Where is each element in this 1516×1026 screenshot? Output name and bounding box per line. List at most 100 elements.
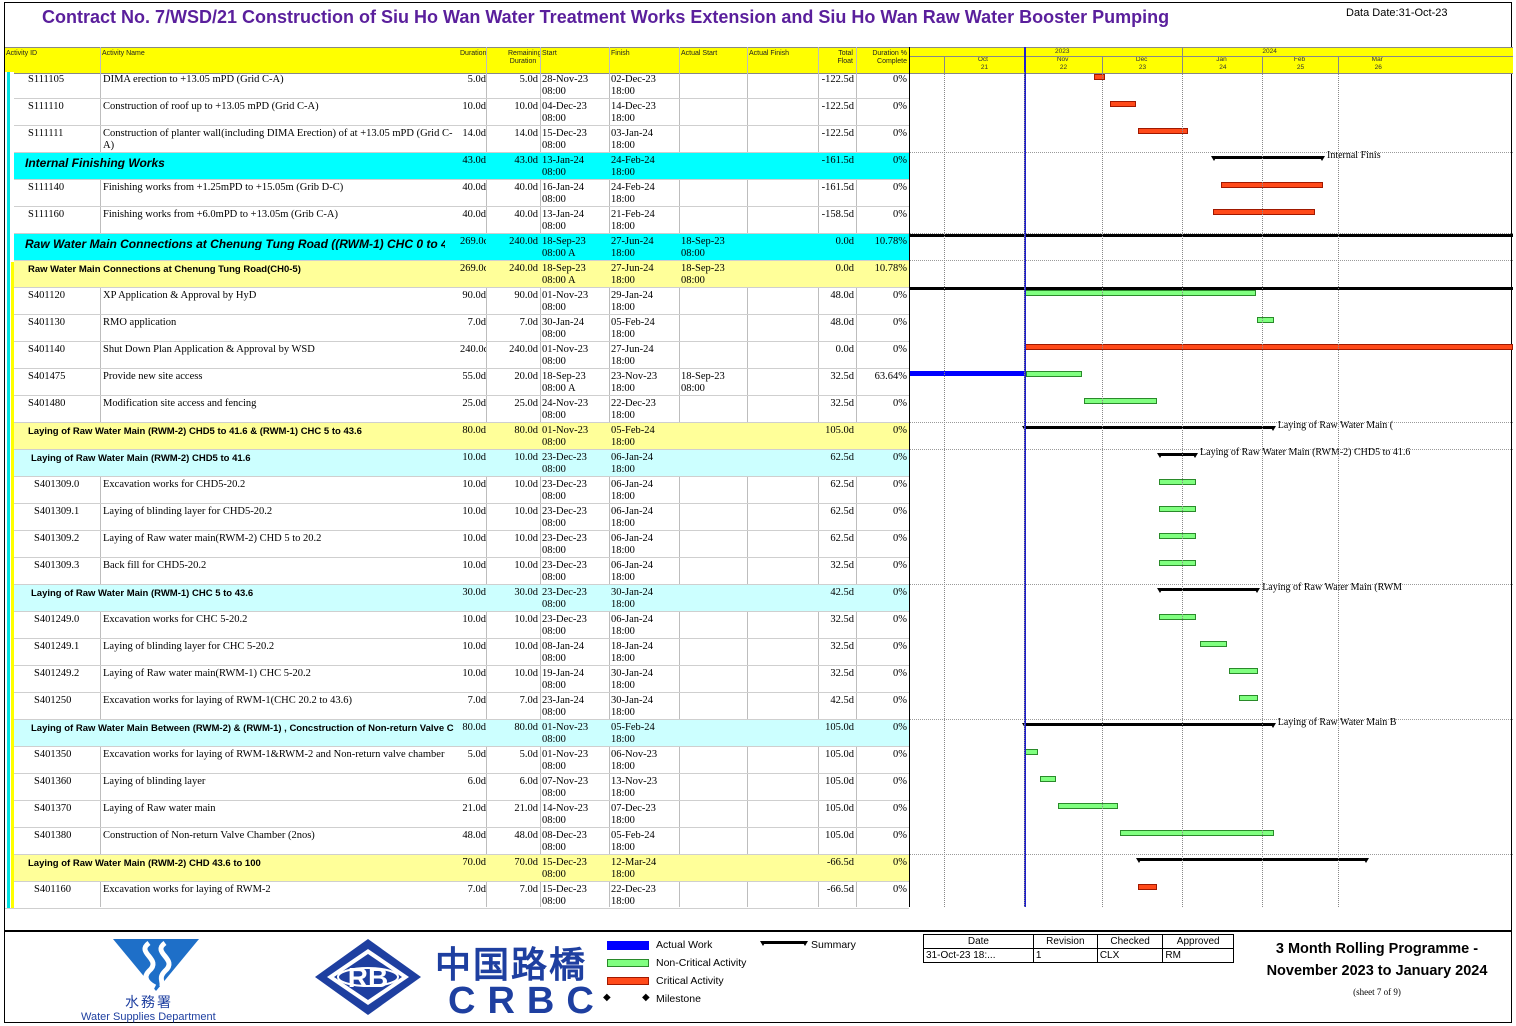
table-row[interactable]: S401380 Construction of Non-return Valve … [5,828,909,855]
cell-actual-start-time: 08:00 [681,248,705,259]
table-row[interactable]: S401370 Laying of Raw water main 21.0d 21.0… [5,801,909,828]
gantt-critical-bar[interactable] [1024,344,1513,350]
cell-activity-name: Finishing works from +6.0mPD to +13.05m … [103,209,338,220]
gantt-noncritical-bar[interactable] [1228,668,1259,674]
gantt-critical-bar[interactable] [1213,209,1316,215]
table-row[interactable]: S401360 Laying of blinding layer 6.0d 6.0d 0… [5,774,909,801]
col-total-float[interactable]: Total Float [837,50,853,65]
col-finish[interactable]: Finish [611,50,630,57]
gantt-noncritical-bar[interactable] [1158,533,1197,539]
cell-actual-start: 18-Sep-23 [681,263,725,274]
gantt-noncritical-bar[interactable] [1158,506,1197,512]
col-pct-complete[interactable]: Duration % Complete [872,50,907,65]
gantt-summary-bar[interactable] [1156,453,1199,458]
table-row[interactable]: S401140 Shut Down Plan Application & Appr… [5,342,909,369]
gantt-noncritical-bar[interactable] [1239,695,1259,701]
col-remaining[interactable]: Remaining Duration [508,50,542,65]
table-row[interactable]: S111160 Finishing works from +6.0mPD to +… [5,207,909,234]
cell-activity-name: Excavation works for CHC 5-20.2 [103,614,248,625]
table-row[interactable]: S111105 DIMA erection to +13.05 mPD (Grid… [5,72,909,99]
gantt-summary-bar[interactable] [1211,156,1325,161]
table-row[interactable]: Internal Finishing Works 43.0d 43.0d 13-Jan… [5,153,909,180]
cell-finish: 06-Jan-24 [611,560,653,571]
gantt-summary-bar[interactable] [1156,588,1261,593]
gantt-actual-bar[interactable] [910,371,1024,376]
cell-remaining: 80.0d [514,722,538,733]
cell-activity-id: S401140 [28,344,65,355]
gantt-noncritical-bar[interactable] [1158,560,1197,566]
table-row[interactable]: Laying of Raw Water Main (RWM-2) CHD5 to… [5,450,909,477]
table-row[interactable]: S401249.1 Laying of blinding layer for CH… [5,639,909,666]
cell-total-float: -161.5d [821,182,854,193]
col-start[interactable]: Start [542,50,557,57]
timescale-year: 2024 [1262,48,1277,55]
col-activity-id[interactable]: Activity ID [6,50,38,57]
table-row[interactable]: S401249.0 Excavation works for CHC 5-20.2… [5,612,909,639]
gantt-critical-bar[interactable] [1220,182,1323,188]
cell-duration: 48.0d [462,830,486,841]
table-row[interactable]: Raw Water Main Connections at Chenung Tu… [5,261,909,288]
cell-finish: 14-Dec-23 [611,101,656,112]
gantt-noncritical-bar[interactable] [1024,749,1038,755]
gantt-noncritical-bar[interactable] [1257,317,1274,323]
table-row[interactable]: S401309.1 Laying of blinding layer for CH… [5,504,909,531]
gantt-summary-bar[interactable] [1135,858,1370,863]
cell-finish: 02-Dec-23 [611,74,656,85]
table-row[interactable]: S401250 Excavation works for laying of RW… [5,693,909,720]
table-row[interactable]: S111111 Construction of planter wall(incl… [5,126,909,153]
gantt-noncritical-bar[interactable] [1083,398,1158,404]
cell-pct-complete: 0% [893,344,907,355]
col-duration[interactable]: Duration [460,50,487,57]
cell-pct-complete: 0% [893,182,907,193]
gantt-noncritical-bar[interactable] [1158,479,1197,485]
gantt-noncritical-bar[interactable] [1158,614,1197,620]
cell-activity-id: S111105 [28,74,65,85]
gantt-noncritical-bar[interactable] [1119,830,1274,836]
table-row[interactable]: Raw Water Main Connections at Chenung Tu… [5,234,909,261]
gantt-summary-bar[interactable] [1022,426,1276,431]
col-activity-name[interactable]: Activity Name [102,50,145,57]
gantt-noncritical-bar[interactable] [1057,803,1119,809]
table-row[interactable]: S401480 Modification site access and fenc… [5,396,909,423]
cell-duration: 7.0d [467,695,486,706]
cell-finish: 30-Jan-24 [611,695,653,706]
table-row[interactable]: Laying of Raw Water Main Between (RWM-2)… [5,720,909,747]
cell-start-time: 08:00 [542,842,566,853]
gantt-noncritical-bar[interactable] [1200,641,1228,647]
table-row[interactable]: S401475 Provide new site access 55.0d 20.0d… [5,369,909,396]
table-row[interactable]: S401309.0 Excavation works for CHD5-20.2 1… [5,477,909,504]
cell-finish-time: 18:00 [611,734,635,745]
gantt-noncritical-bar[interactable] [1039,776,1057,782]
gantt-noncritical-bar[interactable] [1024,290,1256,296]
col-actual-finish[interactable]: Actual Finish [749,50,790,57]
gantt-critical-bar[interactable] [1138,884,1158,890]
cell-total-float: 32.5d [830,668,854,679]
table-row[interactable]: S401120 XP Application & Approval by HyD 9… [5,288,909,315]
table-row[interactable]: S401309.3 Back fill for CHD5-20.2 10.0d 10.… [5,558,909,585]
cell-finish: 06-Jan-24 [611,533,653,544]
cell-start-time: 08:00 [542,113,566,124]
table-row[interactable]: Laying of Raw Water Main (RWM-1) CHC 5 t… [5,585,909,612]
table-row[interactable]: Laying of Raw Water Main (RWM-2) CHD 43.… [5,855,909,882]
gantt-critical-bar[interactable] [1093,74,1106,80]
table-row[interactable]: S401249.2 Laying of Raw water main(RWM-1)… [5,666,909,693]
cell-finish-time: 18:00 [611,680,635,691]
gantt-summary-bar[interactable] [1022,723,1276,728]
cell-start: 28-Nov-23 [542,74,589,85]
table-row[interactable]: Laying of Raw Water Main (RWM-2) CHD5 to… [5,423,909,450]
col-actual-start[interactable]: Actual Start [681,50,718,57]
table-row[interactable]: S401350 Excavation works for laying of RW… [5,747,909,774]
cell-start: 30-Jan-24 [542,317,584,328]
gantt-critical-bar[interactable] [1109,101,1137,107]
table-row[interactable]: S111110 Construction of roof up to +13.05… [5,99,909,126]
cell-finish-time: 18:00 [611,626,635,637]
gantt-remaining-bar[interactable] [1026,371,1083,377]
table-row[interactable]: S401160 Excavation works for laying of RW… [5,882,909,909]
table-row[interactable]: S401309.2 Laying of Raw water main(RWM-2)… [5,531,909,558]
table-row[interactable]: S401130 RMO application 7.0d 7.0d 30-Jan-24 0… [5,315,909,342]
gantt-critical-bar[interactable] [1138,128,1189,134]
cell-start-time: 08:00 [542,653,566,664]
cell-activity-id: S401370 [34,803,72,814]
table-row[interactable]: S111140 Finishing works from +1.25mPD to … [5,180,909,207]
data-date: Data Date:31-Oct-23 [1346,7,1448,19]
